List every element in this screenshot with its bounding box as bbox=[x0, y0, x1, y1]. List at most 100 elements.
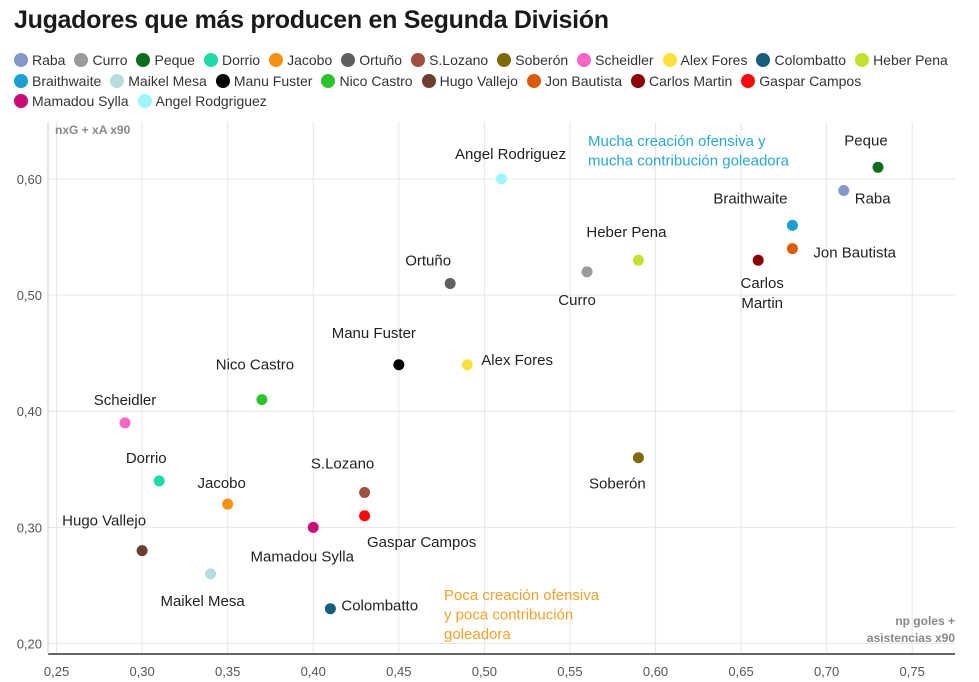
legend-marker bbox=[321, 73, 336, 88]
y-tick-label: 0,40 bbox=[17, 404, 42, 419]
data-point bbox=[222, 498, 234, 510]
x-tick-label: 0,35 bbox=[215, 664, 240, 679]
legend-marker bbox=[526, 73, 541, 88]
point-label: Martin bbox=[741, 295, 783, 312]
y-tick-label: 0,50 bbox=[17, 288, 42, 303]
legend-marker bbox=[756, 53, 771, 68]
legend-item: S.Lozano bbox=[411, 50, 488, 71]
legend-marker bbox=[74, 53, 89, 68]
legend-label: S.Lozano bbox=[429, 52, 489, 68]
x-tick-label: 0,65 bbox=[728, 664, 753, 679]
x-tick-label: 0,45 bbox=[386, 664, 411, 679]
data-point bbox=[205, 568, 217, 580]
x-tick-label: 0,40 bbox=[301, 664, 326, 679]
data-point bbox=[496, 173, 507, 185]
point-label: Ortuño bbox=[405, 252, 451, 269]
data-point bbox=[786, 219, 798, 231]
data-point bbox=[119, 417, 131, 429]
legend-label: Colombatto bbox=[774, 52, 847, 68]
point-label: Hugo Vallejo bbox=[62, 513, 146, 530]
legend-item: Mamadou Sylla bbox=[14, 91, 129, 112]
legend-label: Maikel Mesa bbox=[128, 72, 207, 89]
legend-label: Braithwaite bbox=[32, 72, 102, 89]
x-tick-label: 0,75 bbox=[900, 664, 925, 679]
quadrant-annotation: mucha contribución goleadora bbox=[588, 153, 790, 170]
legend-item: Jacobo bbox=[269, 50, 332, 71]
legend-item: Scheidler bbox=[577, 50, 654, 71]
data-point bbox=[359, 510, 371, 522]
legend-item: Curro bbox=[74, 50, 127, 71]
quadrant-annotation: goleadora bbox=[444, 626, 511, 643]
legend-marker bbox=[855, 53, 870, 68]
point-label: Braithwaite bbox=[713, 190, 787, 207]
legend-item: Dorrio bbox=[203, 50, 261, 71]
data-point bbox=[461, 359, 473, 371]
legend-label: Scheidler bbox=[595, 52, 654, 68]
point-label: Jacobo bbox=[198, 475, 246, 492]
legend-item: Peque bbox=[136, 50, 195, 71]
data-point bbox=[752, 254, 764, 266]
x-tick-label: 0,60 bbox=[643, 664, 668, 679]
chart-title: Jugadores que más producen en Segunda Di… bbox=[14, 6, 609, 34]
legend-marker bbox=[269, 53, 284, 68]
data-point bbox=[393, 359, 405, 371]
legend-label: Jon Bautista bbox=[544, 72, 623, 89]
legend-marker bbox=[411, 53, 426, 68]
legend-label: Hugo Vallejo bbox=[439, 72, 518, 89]
point-label: Jon Bautista bbox=[813, 245, 896, 262]
point-label: Angel Rodriguez bbox=[455, 146, 566, 163]
legend-marker bbox=[662, 53, 677, 68]
legend-item: Nico Castro bbox=[321, 71, 413, 92]
legend: Raba Curro Peque Dorrio Jacobo Ortuño S.Lozano… bbox=[14, 50, 969, 112]
point-label: Gaspar Campos bbox=[367, 534, 476, 551]
legend-marker bbox=[577, 53, 592, 68]
data-point bbox=[359, 487, 371, 499]
legend-marker bbox=[341, 53, 356, 68]
legend-marker bbox=[497, 53, 512, 68]
legend-item: Ortuño bbox=[341, 50, 402, 71]
legend-marker bbox=[203, 53, 218, 68]
legend-item: Soberón bbox=[497, 50, 568, 71]
point-label: Carlos bbox=[741, 275, 784, 292]
data-point bbox=[136, 545, 148, 557]
legend-item: Angel Rodgriguez bbox=[137, 91, 267, 112]
x-tick-label: 0,30 bbox=[129, 664, 154, 679]
x-tick-label: 0,25 bbox=[44, 664, 69, 679]
legend-label: Carlos Martin bbox=[649, 72, 733, 89]
quadrant-annotation: Poca creación ofensiva bbox=[444, 587, 600, 604]
legend-item: Jon Bautista bbox=[526, 71, 623, 92]
legend-label: Curro bbox=[92, 52, 128, 68]
legend-label: Ortuño bbox=[359, 52, 403, 68]
legend-label: Alex Fores bbox=[680, 52, 748, 68]
legend-item: Braithwaite bbox=[14, 71, 101, 92]
legend-marker bbox=[136, 53, 151, 68]
point-label: Curro bbox=[558, 292, 596, 309]
legend-item: Heber Pena bbox=[855, 50, 948, 71]
data-point bbox=[838, 185, 850, 197]
point-label: Dorrio bbox=[126, 450, 167, 467]
data-point bbox=[872, 161, 884, 173]
legend-marker bbox=[14, 73, 28, 88]
point-label: Alex Fores bbox=[481, 352, 553, 369]
y-axis-title: nxG + xA x90 bbox=[55, 123, 131, 137]
legend-label: Heber Pena bbox=[873, 52, 948, 68]
data-point bbox=[307, 521, 319, 533]
legend-item: Hugo Vallejo bbox=[421, 71, 518, 92]
legend-label: Angel Rodgriguez bbox=[155, 93, 267, 109]
point-label: S.Lozano bbox=[311, 456, 374, 473]
legend-label: Mamadou Sylla bbox=[32, 93, 129, 109]
data-point bbox=[786, 243, 798, 255]
y-tick-label: 0,60 bbox=[17, 172, 42, 187]
data-point bbox=[256, 394, 268, 406]
legend-label: Dorrio bbox=[221, 52, 261, 68]
data-point bbox=[153, 475, 165, 487]
quadrant-annotation: Mucha creación ofensiva y bbox=[588, 133, 766, 150]
legend-marker bbox=[421, 73, 436, 88]
point-label: Scheidler bbox=[94, 392, 157, 409]
legend-marker bbox=[14, 53, 28, 68]
point-label: Manu Fuster bbox=[332, 325, 416, 342]
legend-item: Raba bbox=[14, 50, 65, 71]
x-axis-title: np goles + bbox=[895, 614, 955, 628]
point-label: Nico Castro bbox=[216, 357, 294, 374]
